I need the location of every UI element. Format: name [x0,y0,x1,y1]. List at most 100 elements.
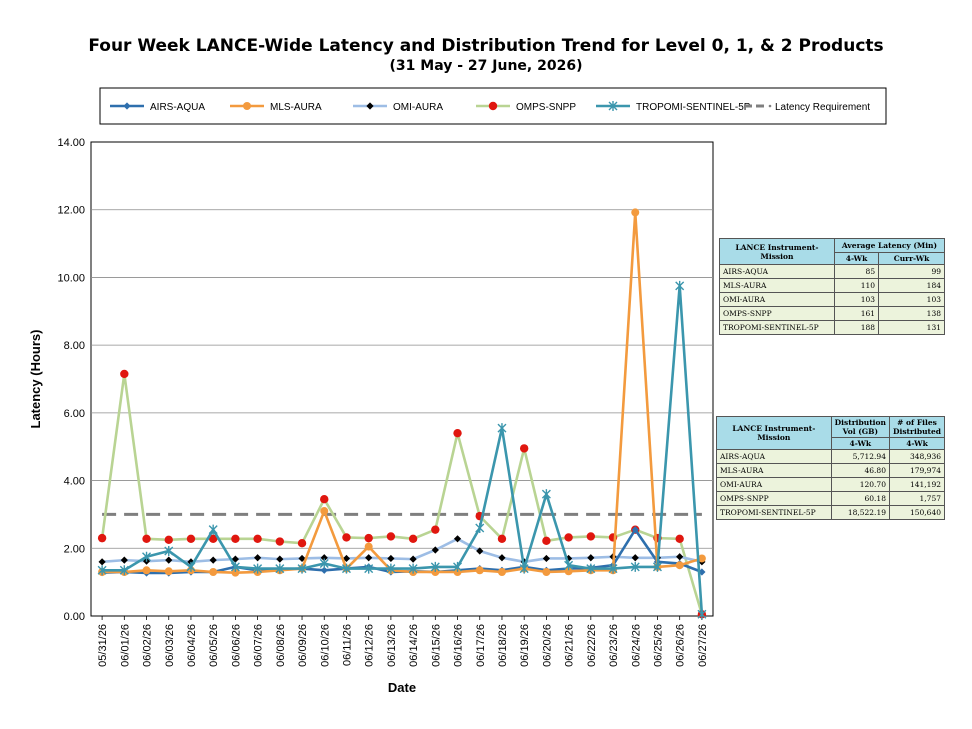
data-point-omi-aura [409,555,417,563]
data-point-tropomi-sentinel-5p [497,423,507,434]
data-point-tropomi-sentinel-5p [164,545,174,556]
dist-header-volume: Distribution Vol (GB) [830,416,890,438]
dist-row-name: OMI-AURA [716,477,832,492]
dist-header-instrument: LANCE Instrument-Mission [716,416,832,450]
dist-row-files: 179,974 [888,463,946,478]
x-tick-label: 06/25/26 [652,624,664,667]
data-point-airs-aqua [631,526,639,534]
series-line-omps-snpp [100,372,704,615]
data-point-omps-snpp [253,534,262,544]
data-point-omi-aura [209,556,217,564]
data-point-airs-aqua [698,568,706,576]
data-point-tropomi-sentinel-5p [297,563,307,574]
x-tick-label: 06/13/26 [386,624,398,667]
x-tick-label: 06/02/26 [142,624,154,667]
dist-sub-4wk-vol: 4-Wk [830,437,890,450]
data-point-tropomi-sentinel-5p [386,563,396,574]
data-point-tropomi-sentinel-5p [408,563,418,574]
data-point-omi-aura [98,558,106,566]
data-point-omi-aura [320,554,328,562]
dist-row-files: 348,936 [888,449,946,464]
series-line-tropomi-sentinel-5p [102,284,704,615]
average-latency-table: LANCE Instrument-Mission Average Latency… [719,238,945,335]
lat-row-name: MLS-AURA [719,278,835,293]
data-point-mls-aura [142,566,151,575]
lat-row-name: AIRS-AQUA [719,264,835,279]
lat-row-name: OMI-AURA [719,292,835,307]
lat-header-instrument: LANCE Instrument-Mission [719,238,835,265]
data-point-omi-aura [631,554,639,562]
plot-area [90,141,714,617]
data-point-tropomi-sentinel-5p [119,565,129,576]
lat-header-average-latency: Average Latency (Min) [834,238,945,253]
data-point-mls-aura [631,208,640,217]
x-tick-label: 06/18/26 [497,624,509,667]
data-point-omi-aura [453,535,462,543]
distribution-table: LANCE Instrument-Mission Distribution Vo… [716,416,946,520]
dist-row-name: TROPOMI-SENTINEL-5P [716,505,832,520]
data-point-mls-aura [320,507,329,516]
data-point-omps-snpp [186,534,196,544]
x-tick-label: 06/04/26 [186,624,198,667]
x-tick-label: 06/19/26 [519,624,531,667]
lat-row-currwk: 138 [878,306,945,321]
legend-label-airs-aqua: AIRS-AQUA [150,102,205,113]
x-tick-label: 06/26/26 [675,624,687,667]
legend-marker-tropomi-sentinel-5p [608,101,618,111]
dist-row-vol: 46.80 [830,463,890,478]
y-tick-label: 6.00 [64,408,85,420]
table-row: TROPOMI-SENTINEL-5P 188 131 [719,320,945,335]
data-point-tropomi-sentinel-5p [341,563,351,574]
data-point-omps-snpp [231,534,240,544]
x-tick-label: 06/07/26 [253,624,265,667]
data-point-omi-aura [476,547,484,555]
x-tick-label: 06/08/26 [275,624,287,667]
lat-row-4wk: 85 [833,264,880,279]
data-point-tropomi-sentinel-5p [697,609,707,620]
legend-label-omps-snpp: OMPS-SNPP [516,102,576,113]
y-tick-label: 0.00 [64,611,85,623]
data-point-omps-snpp [542,536,551,546]
dist-row-files: 150,640 [888,505,946,520]
data-point-tropomi-sentinel-5p [519,563,529,574]
data-point-omi-aura [676,553,684,561]
dist-row-name: MLS-AURA [716,463,832,478]
data-point-omi-aura [298,554,306,563]
chart-title: Four Week LANCE-Wide Latency and Distrib… [88,36,884,56]
legend-label-tropomi-sentinel-5p: TROPOMI-SENTINEL-5P [636,102,751,113]
dist-row-name: OMPS-SNPP [716,491,832,506]
data-point-mls-aura [675,561,684,570]
data-point-omi-aura [120,556,128,564]
y-axis-title: Latency (Hours) [28,330,43,429]
x-tick-label: 06/21/26 [564,624,576,667]
data-point-omps-snpp [586,532,596,541]
data-point-omps-snpp [342,533,351,542]
x-tick-label: 06/03/26 [164,624,176,667]
data-point-omps-snpp [142,534,151,544]
x-tick-label: 06/10/26 [319,624,331,667]
x-tick-label: 06/27/26 [697,624,709,667]
data-point-tropomi-sentinel-5p [453,561,463,572]
dist-row-files: 1,757 [888,491,946,506]
lat-row-currwk: 103 [878,292,945,307]
lat-row-currwk: 131 [878,320,945,335]
data-point-mls-aura [431,567,440,576]
x-tick-label: 06/22/26 [586,624,598,667]
series-line-mls-aura [102,211,703,574]
x-tick-label: 06/05/26 [208,624,220,667]
data-point-omps-snpp [408,534,418,544]
legend-marker-airs-aqua [123,102,131,110]
x-tick-label: 06/14/26 [408,624,420,667]
data-point-mls-aura [231,568,240,577]
y-tick-label: 14.00 [57,137,85,149]
legend-label-mls-aura: MLS-AURA [270,102,322,113]
table-row: MLS-AURA 110 184 [719,278,945,293]
series-line-omi-aura [102,537,703,564]
dist-row-files: 141,192 [888,477,946,492]
y-tick-label: 12.00 [57,205,85,217]
lat-row-name: TROPOMI-SENTINEL-5P [719,320,835,335]
dist-row-vol: 18,522.19 [830,505,890,520]
data-point-omi-aura [498,554,506,562]
y-tick-label: 8.00 [64,340,85,352]
x-tick-label: 06/12/26 [364,624,376,667]
